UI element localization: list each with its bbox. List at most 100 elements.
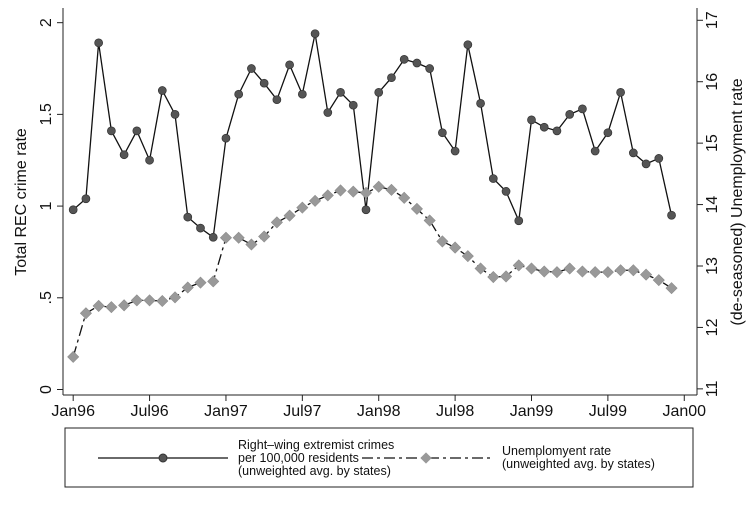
circle-marker xyxy=(438,128,447,138)
diamond-marker xyxy=(627,264,640,277)
x-tick-label: Jan97 xyxy=(204,403,248,420)
circle-marker xyxy=(68,205,78,215)
circle-marker xyxy=(667,210,676,220)
diamond-marker xyxy=(652,274,665,287)
diamond-marker xyxy=(550,266,563,279)
diamond-marker xyxy=(105,301,118,314)
circle-marker xyxy=(514,216,524,226)
circle-marker xyxy=(348,100,358,110)
x-tick-label: Jul96 xyxy=(130,403,168,420)
legend-label: Right–wing extremist crimes per 100,000 … xyxy=(238,438,395,478)
circle-marker xyxy=(616,88,625,97)
circle-marker xyxy=(183,212,193,222)
circle-marker xyxy=(387,73,396,83)
diamond-marker xyxy=(449,241,462,254)
diamond-marker xyxy=(525,262,538,275)
x-tick-label: Jan99 xyxy=(510,403,554,420)
circle-marker xyxy=(132,126,142,136)
diamond-marker xyxy=(601,266,614,279)
diamond-marker xyxy=(79,307,92,320)
circle-marker xyxy=(590,146,600,156)
x-tick-label: Jul98 xyxy=(436,403,474,420)
diamond-marker xyxy=(245,238,258,251)
diamond-marker xyxy=(309,194,322,207)
circle-marker xyxy=(654,154,664,163)
diamond-marker xyxy=(296,201,309,214)
circle-marker xyxy=(488,174,498,183)
circle-marker xyxy=(81,194,91,204)
diamond-marker xyxy=(118,299,131,312)
diamond-marker xyxy=(347,185,360,198)
diamond-marker xyxy=(410,202,423,215)
circle-marker xyxy=(157,86,167,95)
circle-marker xyxy=(565,110,575,119)
circle-marker xyxy=(323,108,333,117)
diamond-marker xyxy=(67,350,80,363)
diamond-marker xyxy=(156,295,169,308)
circle-marker xyxy=(578,104,587,114)
circle-marker xyxy=(552,126,562,136)
circle-marker xyxy=(603,128,613,138)
diamond-marker xyxy=(143,294,156,307)
diamond-marker xyxy=(487,271,500,284)
diamond-marker xyxy=(283,209,296,222)
diamond-marker xyxy=(614,264,627,277)
diamond-marker xyxy=(640,268,653,281)
circle-marker xyxy=(234,89,244,99)
diamond-marker xyxy=(461,250,474,263)
y2-tick-label: 15 xyxy=(704,134,721,152)
y2-tick-label: 16 xyxy=(704,73,721,91)
diamond-marker xyxy=(334,184,347,197)
circle-marker xyxy=(641,159,651,169)
circle-marker xyxy=(412,58,422,68)
circle-marker xyxy=(170,110,180,119)
y2-tick-label: 17 xyxy=(704,11,721,29)
diamond-marker xyxy=(372,180,385,193)
circle-marker xyxy=(259,78,269,88)
circle-marker xyxy=(272,95,282,105)
diamond-marker xyxy=(500,270,513,283)
circle-marker xyxy=(221,133,231,143)
circle-marker xyxy=(310,29,320,39)
circle-marker xyxy=(285,60,294,70)
diamond-marker xyxy=(321,189,334,202)
circle-marker xyxy=(463,40,473,50)
circle-marker xyxy=(361,205,371,215)
y2-tick-label: 11 xyxy=(704,380,721,397)
circle-marker xyxy=(208,232,218,242)
legend-marker xyxy=(158,453,168,463)
circle-marker xyxy=(425,64,435,73)
y-tick-label: .5 xyxy=(38,291,55,304)
circle-marker xyxy=(399,55,409,64)
circle-marker xyxy=(450,146,460,156)
legend-label: Unemplomyent rate (unweighted avg. by st… xyxy=(502,444,655,471)
diamond-marker xyxy=(563,262,576,275)
y-tick-label: 1.5 xyxy=(38,103,55,125)
diamond-marker xyxy=(423,214,436,227)
diamond-marker xyxy=(169,291,182,304)
diamond-marker xyxy=(258,230,271,243)
diamond-marker xyxy=(270,216,283,229)
x-tick-label: Jan00 xyxy=(662,403,706,420)
diamond-marker xyxy=(398,191,411,204)
diamond-marker xyxy=(232,231,245,244)
circle-marker xyxy=(374,88,384,97)
circle-marker xyxy=(196,223,205,233)
x-tick-label: Jan96 xyxy=(51,403,95,420)
diamond-marker xyxy=(207,275,220,288)
diamond-marker xyxy=(130,294,143,307)
x-tick-label: Jul99 xyxy=(589,403,627,420)
circle-marker xyxy=(539,122,549,132)
y2-tick-label: 13 xyxy=(704,257,721,275)
circle-marker xyxy=(336,88,345,97)
y-tick-label: 1 xyxy=(38,202,55,211)
x-tick-label: Jul97 xyxy=(283,403,321,420)
y-tick-label: 2 xyxy=(38,18,55,27)
x-tick-label: Jan98 xyxy=(357,403,401,420)
diamond-marker xyxy=(665,282,678,295)
legend-box xyxy=(64,427,694,488)
legend-marker xyxy=(420,452,432,464)
diamond-marker xyxy=(92,299,105,312)
